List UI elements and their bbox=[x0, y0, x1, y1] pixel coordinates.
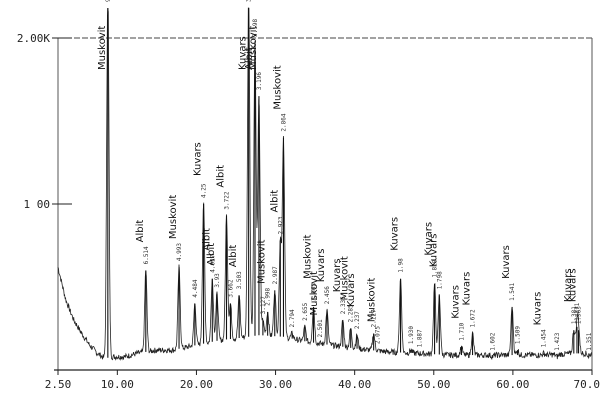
d-spacing-label: 3.503 bbox=[236, 271, 243, 289]
d-spacing-label: 3.127 bbox=[260, 296, 267, 314]
d-spacing-label: 1.818 bbox=[432, 259, 439, 277]
y-tick-label: 2.00K bbox=[17, 32, 50, 45]
d-spacing-label: 2.998 bbox=[265, 287, 272, 305]
d-spacing-label: 4.25 bbox=[201, 183, 208, 198]
mineral-label: Albit bbox=[206, 243, 217, 266]
d-spacing-label: 3.198 bbox=[252, 19, 259, 37]
mineral-label: Kuvars bbox=[316, 248, 327, 282]
mineral-label: Kuvars bbox=[428, 234, 439, 268]
d-spacing-label: 2.237 bbox=[354, 311, 361, 329]
d-spacing-label: 2.923 bbox=[277, 216, 284, 234]
peak-labels: 9.972 Muskovit 6.514 Albit 4.993 Muskovit 4.48… bbox=[97, 0, 593, 351]
mineral-label: Muskovit bbox=[303, 234, 314, 278]
mineral-label: Muskovit bbox=[340, 256, 351, 300]
x-tick-label: 10.00 bbox=[101, 378, 134, 391]
mineral-label: Albit bbox=[228, 245, 239, 268]
mineral-label: Albit bbox=[135, 220, 146, 243]
d-spacing-label: 3.34 bbox=[246, 0, 253, 2]
d-spacing-label: 1.602 bbox=[489, 332, 496, 350]
d-spacing-label: 6.514 bbox=[143, 246, 150, 264]
d-spacing-label: 1.351 bbox=[586, 332, 593, 350]
x-tick-label: 40.00 bbox=[338, 378, 371, 391]
mineral-label: Kuvars bbox=[450, 285, 461, 319]
mineral-label: Albit bbox=[269, 190, 280, 213]
mineral-label: Kuvars bbox=[424, 222, 435, 256]
d-spacing-label: 2.501 bbox=[317, 319, 324, 337]
mineral-label: Kuvars bbox=[462, 272, 473, 306]
d-spacing-label: 1.710 bbox=[458, 322, 465, 340]
x-tick-label: 50.00 bbox=[417, 378, 450, 391]
mineral-label: Kuvars bbox=[501, 245, 512, 279]
mineral-label: Kuvars bbox=[390, 217, 401, 251]
d-spacing-label: 1.541 bbox=[509, 282, 516, 300]
mineral-label: Albit bbox=[201, 228, 212, 251]
d-spacing-label: 1.371 bbox=[574, 302, 581, 320]
d-spacing-label: 2.794 bbox=[289, 309, 296, 327]
d-spacing-label: 3.93 bbox=[214, 273, 221, 288]
mineral-label: Muskovit bbox=[257, 239, 268, 283]
d-spacing-label: 1.798 bbox=[436, 271, 443, 289]
d-spacing-label: 3.196 bbox=[256, 72, 263, 90]
x-tick-label: 20.00 bbox=[180, 378, 213, 391]
x-tick-label: 60.00 bbox=[496, 378, 529, 391]
d-spacing-label: 1.887 bbox=[417, 329, 424, 347]
mineral-label: Muskovit bbox=[248, 26, 259, 70]
mineral-label: Kuvars bbox=[193, 142, 204, 176]
d-spacing-label: 3.662 bbox=[227, 279, 234, 297]
diffractogram-line bbox=[57, 7, 592, 361]
mineral-label: Muskovit bbox=[309, 271, 320, 315]
d-spacing-label: 2.127 bbox=[371, 309, 378, 327]
mineral-label: Muskovit bbox=[97, 26, 108, 70]
diffractogram-trace bbox=[57, 7, 592, 361]
mineral-label: Kuvars bbox=[332, 258, 343, 292]
axes: 2.50 10.00 20.00 30.00 40.00 50.00 60.00 70.0 1 … bbox=[17, 32, 600, 391]
d-spacing-label: 1.930 bbox=[408, 326, 415, 344]
d-spacing-label: 1.423 bbox=[554, 332, 561, 350]
d-spacing-label: 1.381 bbox=[571, 306, 578, 324]
d-spacing-label: 1.98 bbox=[398, 258, 405, 273]
d-spacing-label: 9.972 bbox=[105, 0, 112, 2]
x-tick-label: 70.0 bbox=[574, 378, 601, 391]
d-spacing-label: 2.655 bbox=[302, 302, 309, 320]
mineral-label: Kuvars bbox=[563, 268, 574, 302]
d-spacing-label: 2.285 bbox=[348, 304, 355, 322]
d-spacing-label: 1.509 bbox=[515, 326, 522, 344]
y-tick-label: 1 00 bbox=[24, 198, 51, 211]
d-spacing-label: 2.335 bbox=[340, 296, 347, 314]
mineral-label: Muskovit bbox=[367, 278, 378, 322]
d-spacing-label: 4.484 bbox=[192, 279, 199, 297]
peak-lines bbox=[107, 8, 590, 358]
mineral-label: Kuvars bbox=[346, 273, 357, 307]
d-spacing-label: 3.722 bbox=[224, 191, 231, 209]
mineral-label: Muskovit bbox=[168, 195, 179, 239]
d-spacing-label: 1.454 bbox=[541, 329, 548, 347]
mineral-label: Kuvars bbox=[568, 268, 579, 302]
d-spacing-label: 2.456 bbox=[324, 286, 331, 304]
d-spacing-label: 1.672 bbox=[470, 309, 477, 327]
mineral-label: Albit bbox=[244, 47, 255, 70]
x-tick-label: 2.50 bbox=[45, 378, 72, 391]
d-spacing-label: 2.075 bbox=[375, 326, 382, 344]
d-spacing-label: 4.993 bbox=[176, 243, 183, 261]
d-spacing-label: 1.363 bbox=[576, 306, 583, 324]
d-spacing-label: 2.987 bbox=[272, 266, 279, 284]
mineral-label: Kuvars bbox=[533, 292, 544, 326]
d-spacing-label: 4.027 bbox=[209, 254, 216, 272]
x-tick-label: 30.00 bbox=[259, 378, 292, 391]
mineral-label: Albit bbox=[216, 165, 227, 188]
mineral-label: Muskovit bbox=[272, 65, 283, 109]
d-spacing-label: 2.563 bbox=[311, 282, 318, 300]
d-spacing-label: 2.864 bbox=[280, 113, 287, 131]
mineral-label: Kuvars bbox=[238, 36, 249, 70]
